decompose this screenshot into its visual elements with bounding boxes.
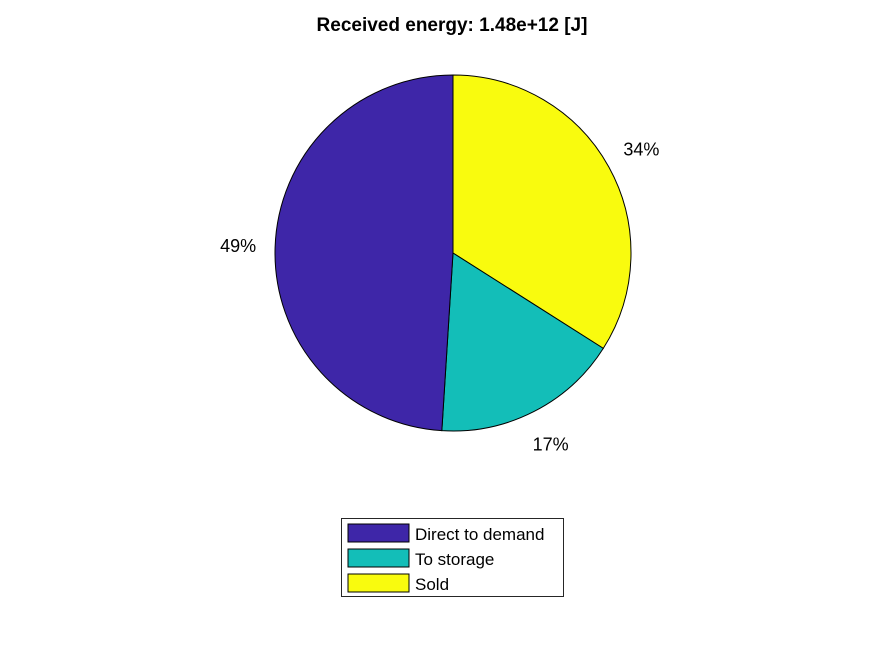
slice-label-sold: 34% (623, 139, 659, 159)
legend-swatch-to-storage (347, 548, 410, 568)
pie-slices (274, 74, 632, 432)
legend-swatch-sold (347, 573, 410, 593)
legend-label-sold: Sold (415, 575, 449, 594)
pie-slice-sold (452, 74, 632, 350)
legend-label-to-storage: To storage (415, 550, 494, 569)
slice-label-to-storage: 17% (533, 435, 569, 455)
chart-title: Received energy: 1.48e+12 [J] (317, 15, 588, 36)
legend-label-direct-to-demand: Direct to demand (415, 525, 544, 544)
slice-label-direct-to-demand: 49% (220, 236, 256, 256)
pie-slice-to-storage (441, 252, 604, 432)
legend-swatch-direct-to-demand (347, 523, 410, 543)
legend: Direct to demand To storage Sold (341, 518, 564, 597)
slice-labels: 34% 17% 49% (220, 139, 659, 454)
pie-slice-direct-to-demand (274, 74, 454, 432)
